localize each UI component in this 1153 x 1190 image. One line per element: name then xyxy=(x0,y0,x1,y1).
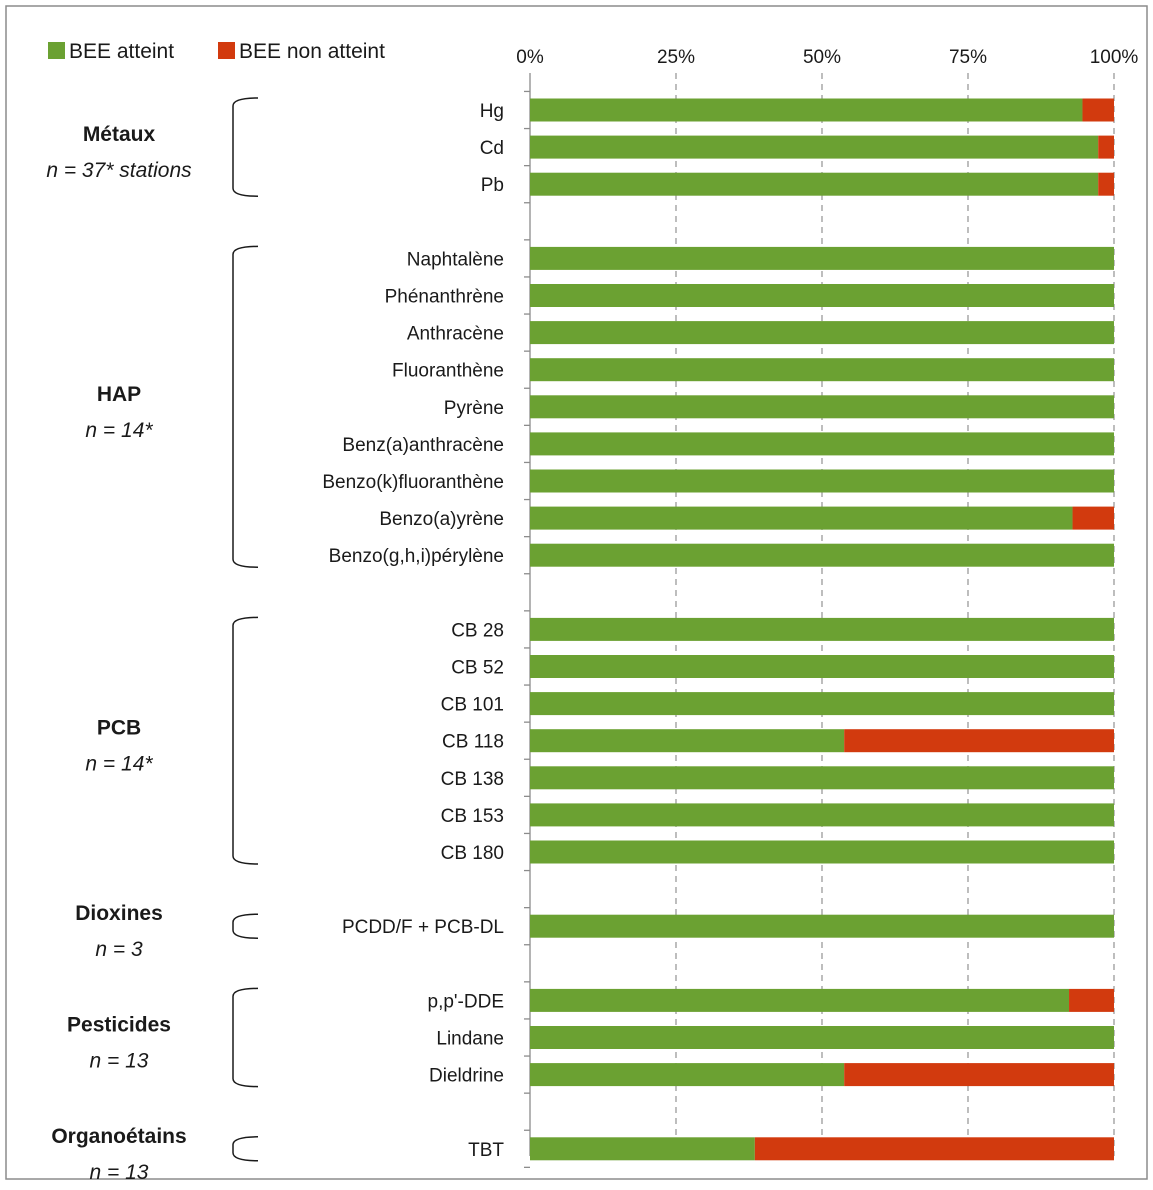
bar-bee-atteint xyxy=(530,988,1070,1012)
category-label: Dieldrine xyxy=(429,1066,504,1087)
bar-bee-non-atteint xyxy=(1069,988,1114,1012)
bar-bee-atteint xyxy=(530,284,1114,307)
category-label: Phénanthrène xyxy=(385,287,504,308)
category-label: CB 52 xyxy=(451,658,504,679)
group-subtitle: n = 14* xyxy=(85,753,153,776)
category-label: TBT xyxy=(468,1140,504,1161)
bar-bee-atteint xyxy=(530,506,1073,530)
bar-bee-non-atteint xyxy=(1082,98,1114,122)
bar-bee-atteint xyxy=(530,246,1114,270)
bar-bee-atteint xyxy=(530,1137,755,1161)
bar-bee-atteint xyxy=(530,432,1114,456)
legend-label: BEE atteint xyxy=(69,40,174,63)
bar-bee-atteint xyxy=(530,172,1099,196)
category-label: Pyrène xyxy=(444,398,504,419)
category-label: PCDD/F + PCB-DL xyxy=(342,917,504,938)
group-subtitle: n = 3 xyxy=(95,938,143,961)
legend-swatch xyxy=(48,42,65,59)
legend: BEE atteint BEE non atteint xyxy=(48,40,385,63)
category-label: Cd xyxy=(480,138,504,159)
bar-bee-non-atteint xyxy=(844,729,1114,753)
bar-bee-atteint xyxy=(530,98,1083,122)
group-title: HAP xyxy=(97,383,141,406)
bar-bee-non-atteint xyxy=(844,1063,1114,1087)
category-label: CB 118 xyxy=(442,732,504,753)
group-title: PCB xyxy=(97,717,141,740)
category-label: Hg xyxy=(480,101,504,122)
bar-bee-atteint xyxy=(530,469,1114,493)
category-label: CB 153 xyxy=(441,806,504,827)
group-subtitle: n = 14* xyxy=(85,419,153,442)
category-label: Benzo(a)yrène xyxy=(379,509,504,530)
chart-border xyxy=(5,5,1148,1180)
x-tick-label: 75% xyxy=(949,47,987,68)
group-bracket xyxy=(232,987,259,1088)
group-title: Pesticides xyxy=(67,1014,171,1037)
category-label: Benz(a)anthracène xyxy=(342,435,504,456)
bar-bee-atteint xyxy=(530,803,1114,827)
group-bracket xyxy=(232,616,259,865)
group-bracket xyxy=(232,245,259,568)
bar-bee-atteint xyxy=(530,321,1114,345)
category-label: CB 101 xyxy=(441,695,504,716)
legend-label: BEE non atteint xyxy=(239,40,385,63)
category-label: CB 138 xyxy=(441,769,504,790)
category-label: Naphtalène xyxy=(407,249,504,270)
bar-bee-atteint xyxy=(530,1026,1114,1049)
group-subtitle: n = 13 xyxy=(90,1161,149,1184)
bar-bee-atteint xyxy=(530,135,1099,159)
group-title: Organoétains xyxy=(51,1125,186,1148)
group-title: Dioxines xyxy=(75,902,163,925)
group-subtitle: n = 37* stations xyxy=(46,159,192,182)
x-tick-label: 25% xyxy=(657,47,695,68)
bar-bee-atteint xyxy=(530,840,1114,864)
category-labels: Hg Cd Pb Naphtalène Phénanthrène Anthracène Fl… xyxy=(322,101,504,1161)
bar-bee-atteint xyxy=(530,692,1114,716)
group-annotations: Métaux n = 37* stations HAP n = 14* PCB n = 1… xyxy=(46,97,259,1184)
bar-bee-non-atteint xyxy=(754,1137,1114,1161)
x-axis-ticks: 0% 25% 50% 75% 100% xyxy=(516,47,1138,68)
category-label: CB 180 xyxy=(441,843,504,864)
category-label: Benzo(g,h,i)pérylène xyxy=(329,546,504,567)
bar-bee-atteint xyxy=(530,617,1114,641)
bar-bee-atteint xyxy=(530,543,1114,567)
bar-bee-atteint xyxy=(530,1063,845,1087)
bar-bee-atteint xyxy=(530,655,1114,678)
group-subtitle: n = 13 xyxy=(90,1050,149,1073)
bar-bee-atteint xyxy=(530,766,1114,790)
category-label: Benzo(k)fluoranthène xyxy=(322,472,504,493)
group-bracket xyxy=(232,97,259,197)
category-label: Anthracène xyxy=(407,324,504,345)
x-tick-label: 0% xyxy=(516,47,544,68)
category-label: Fluoranthène xyxy=(392,361,504,382)
bar-bee-atteint xyxy=(530,914,1114,938)
category-label: CB 28 xyxy=(451,620,504,641)
group-bracket xyxy=(232,1136,259,1162)
group-title: Métaux xyxy=(83,123,156,146)
x-tick-label: 50% xyxy=(803,47,841,68)
bars xyxy=(530,98,1114,1161)
bar-bee-non-atteint xyxy=(1098,135,1114,159)
category-label: p,p'-DDE xyxy=(428,991,504,1012)
bar-bee-atteint xyxy=(530,729,845,753)
x-tick-label: 100% xyxy=(1090,47,1139,68)
bar-bee-atteint xyxy=(530,395,1114,419)
category-label: Lindane xyxy=(436,1029,504,1050)
legend-swatch xyxy=(218,42,235,59)
bar-bee-non-atteint xyxy=(1098,172,1114,196)
bar-bee-non-atteint xyxy=(1072,506,1114,530)
category-label: Pb xyxy=(481,175,504,196)
group-bracket xyxy=(232,913,259,939)
bar-bee-atteint xyxy=(530,358,1114,382)
